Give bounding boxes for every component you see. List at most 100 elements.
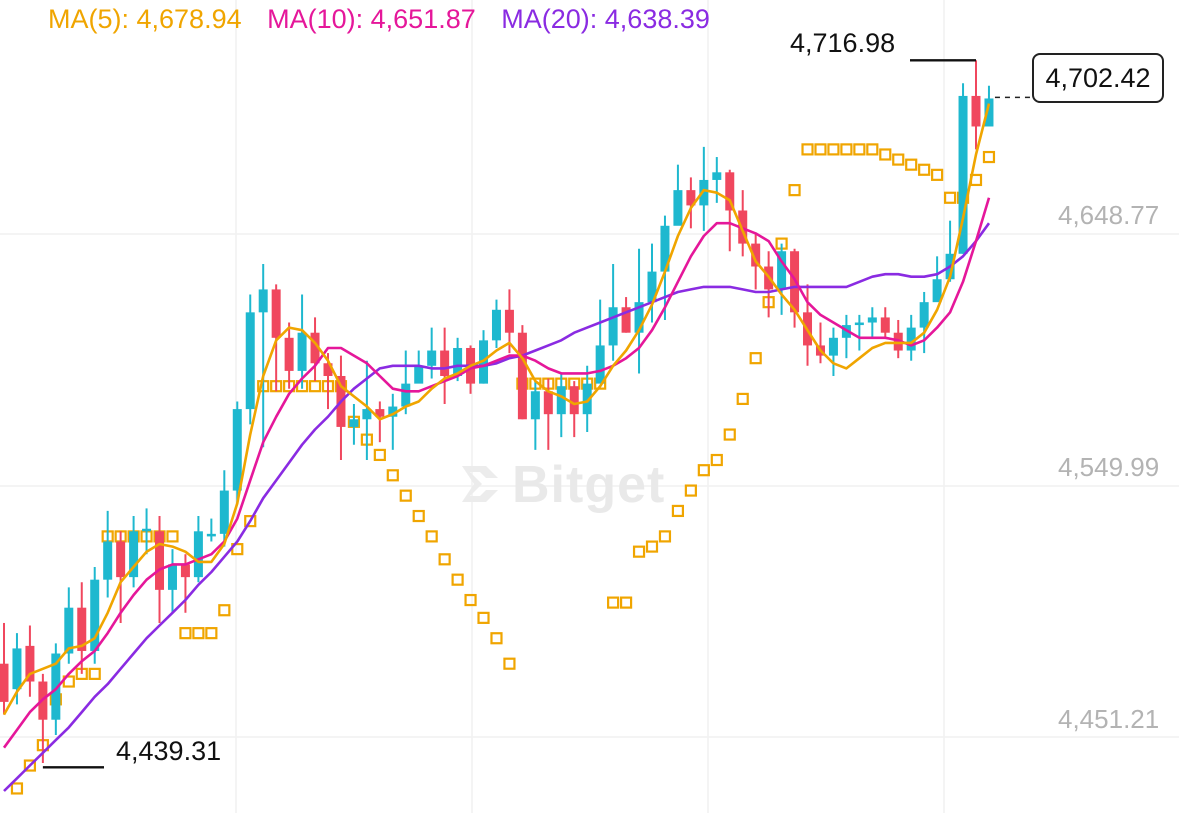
- candle: [388, 393, 398, 450]
- candle: [167, 549, 177, 613]
- candle-body: [543, 391, 553, 415]
- sar-point: [723, 428, 736, 441]
- candle: [595, 299, 605, 384]
- watermark-text: Bitget: [512, 456, 666, 514]
- sar-point: [607, 596, 620, 609]
- candle: [634, 248, 644, 374]
- legend-ma20: MA(20): 4,638.39: [501, 4, 710, 34]
- ma5-line: [2, 103, 991, 716]
- candle: [647, 243, 657, 323]
- sar-point: [749, 352, 762, 365]
- candle-body: [790, 251, 800, 313]
- sar-point: [192, 627, 205, 640]
- candle: [310, 317, 320, 382]
- candle: [660, 215, 670, 320]
- ma-legend: MA(5): 4,678.94 MA(10): 4,651.87 MA(20):…: [48, 4, 728, 35]
- candle-body: [608, 307, 618, 346]
- y-tick-label: 4,549.99: [1058, 452, 1160, 482]
- sar-point: [490, 632, 503, 645]
- candle-body: [725, 172, 735, 211]
- candle-body: [595, 345, 605, 384]
- candle-body: [284, 337, 294, 371]
- sar-point: [425, 530, 438, 543]
- sar-point: [840, 143, 853, 156]
- candle-body: [51, 653, 61, 720]
- sar-point: [788, 184, 801, 197]
- candle-body: [219, 490, 229, 534]
- sar-point: [866, 143, 879, 156]
- sar-point: [399, 489, 412, 502]
- sar-point: [801, 143, 814, 156]
- candle: [530, 381, 540, 450]
- candle-body: [517, 332, 527, 420]
- candle: [854, 314, 864, 351]
- bitget-watermark: Bitget: [456, 455, 665, 515]
- candle-body: [958, 95, 968, 254]
- candle: [984, 85, 994, 127]
- candle: [103, 510, 113, 598]
- candle-body: [427, 350, 437, 366]
- candle-body: [245, 312, 255, 410]
- candle-body: [919, 302, 929, 328]
- high-price-label: 4,716.98: [790, 28, 896, 58]
- sar-point: [464, 593, 477, 607]
- candle-body: [193, 531, 203, 578]
- candle-body: [129, 531, 139, 578]
- ma10-line: [2, 197, 991, 749]
- sar-point: [671, 504, 685, 518]
- candle: [712, 157, 722, 203]
- candle: [401, 350, 411, 415]
- candle-body: [401, 383, 411, 407]
- candle-body: [686, 190, 696, 206]
- y-tick-label: 4,451.21: [1058, 704, 1160, 734]
- sar-point: [308, 380, 322, 393]
- candle-body: [556, 386, 566, 415]
- sar-point: [477, 611, 490, 624]
- sar-point: [23, 759, 37, 772]
- candle: [828, 327, 838, 376]
- low-price-label: 4,439.31: [116, 736, 222, 766]
- sar-point: [438, 553, 451, 566]
- ma20-line: [3, 222, 991, 792]
- candle: [258, 263, 268, 448]
- sar-point: [88, 667, 101, 680]
- candle: [336, 355, 346, 461]
- candle-body: [777, 251, 787, 290]
- sar-point: [451, 573, 464, 586]
- candle-body: [751, 243, 761, 267]
- sar-point: [814, 143, 827, 156]
- candle: [880, 307, 890, 338]
- candle: [971, 60, 981, 150]
- candle: [245, 294, 255, 425]
- candle-body: [167, 564, 177, 590]
- candle: [867, 307, 877, 338]
- candle-body: [453, 347, 463, 376]
- candle: [491, 299, 501, 348]
- sar-point: [658, 530, 672, 543]
- sar-point: [503, 657, 516, 670]
- candle-body: [90, 579, 100, 651]
- candle-body: [673, 190, 683, 226]
- sar-point: [918, 163, 931, 176]
- candle-body: [142, 528, 152, 532]
- candle-body: [932, 279, 942, 303]
- candle: [129, 516, 139, 588]
- sar-point: [386, 469, 399, 482]
- candle-body: [206, 533, 216, 537]
- last-price-tag: 4,702.42: [1032, 53, 1164, 103]
- sar-point: [853, 143, 866, 156]
- candle: [77, 582, 87, 674]
- legend-ma5: MA(5): 4,678.94: [48, 4, 242, 34]
- sar-point: [166, 530, 179, 543]
- sar-point: [205, 627, 218, 640]
- candle: [25, 625, 35, 697]
- candle-body: [25, 645, 35, 682]
- candle-body: [906, 327, 916, 351]
- sar-point: [943, 191, 957, 204]
- candle: [919, 291, 929, 354]
- candle-body: [362, 409, 372, 420]
- candle: [582, 365, 592, 433]
- candle: [556, 373, 566, 438]
- sar-point: [373, 448, 386, 462]
- candle: [219, 470, 229, 547]
